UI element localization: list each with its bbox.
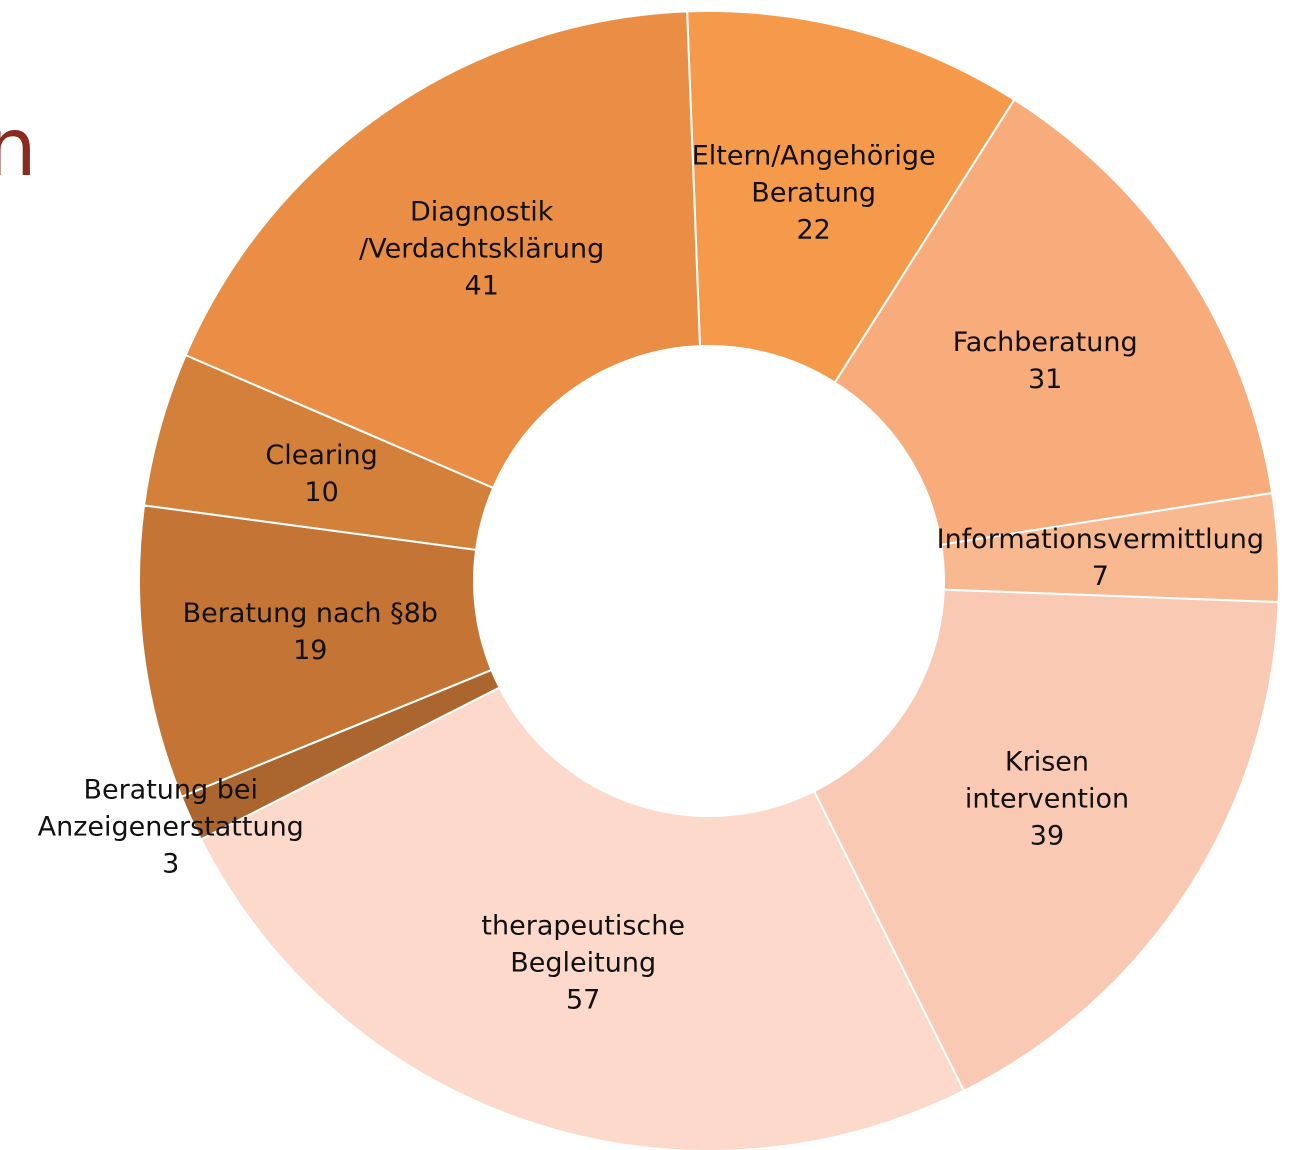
slice: [833, 98, 1274, 546]
value-label: 39: [1029, 820, 1065, 852]
category-label: Eltern/Angehörige Beratung: [691, 140, 936, 209]
category-label: Krisen intervention: [964, 746, 1130, 815]
slice-label: Beratung bei Anzeigenerstattung 3: [38, 772, 304, 883]
value-label: 57: [566, 984, 601, 1016]
category-label: Informationsvermittlung: [936, 523, 1265, 555]
value-label: 41: [464, 270, 499, 302]
slice-label: Fachberatung 31: [953, 324, 1138, 398]
value-label: 19: [293, 635, 328, 667]
value-label: 31: [1028, 363, 1063, 395]
slice: [184, 10, 702, 490]
slice-label: Clearing 10: [265, 437, 377, 511]
value-label: 3: [162, 848, 180, 880]
slice: [199, 686, 966, 1150]
slice: [686, 10, 1016, 384]
slice-label: Krisen intervention 39: [965, 743, 1129, 854]
value-label: 22: [796, 214, 831, 246]
category-label: Beratung bei Anzeigenerstattung: [37, 774, 304, 843]
chart-title: n: [0, 101, 37, 194]
slice: [138, 504, 493, 799]
slice-label: Diagnostik /Verdachtsklärung 41: [359, 194, 604, 305]
slice-label: Informationsvermittlung 7: [937, 521, 1264, 595]
value-label: 7: [1091, 560, 1109, 592]
category-label: Clearing: [265, 439, 378, 471]
category-label: Diagnostik /Verdachtsklärung: [359, 196, 605, 265]
slice: [812, 588, 1280, 1093]
slice-label: therapeutische Begleitung 57: [481, 907, 685, 1018]
category-label: Fachberatung: [952, 326, 1138, 358]
value-label: 10: [304, 476, 339, 508]
slice-label: Beratung nach §8b 19: [183, 595, 438, 669]
slice-label: Eltern/Angehörige Beratung 22: [692, 137, 936, 248]
category-label: Beratung nach §8b: [182, 598, 438, 630]
category-label: therapeutische Begleitung: [481, 910, 685, 979]
